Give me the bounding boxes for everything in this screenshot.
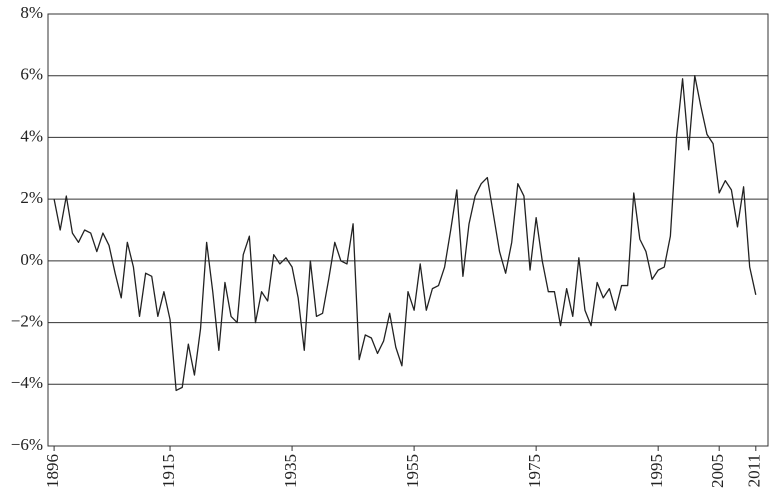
y-tick-label: 0% bbox=[20, 250, 43, 269]
x-tick-label: 2005 bbox=[708, 454, 727, 488]
x-tick-label: 1915 bbox=[159, 454, 178, 488]
x-tick-label: 1935 bbox=[281, 454, 300, 488]
x-tick-label: 1896 bbox=[43, 454, 62, 488]
y-tick-label: −4% bbox=[11, 373, 43, 392]
x-tick-label: 1975 bbox=[525, 454, 544, 488]
y-tick-label: 2% bbox=[20, 188, 43, 207]
plot-frame bbox=[47, 13, 769, 447]
y-tick-label: 4% bbox=[20, 126, 43, 145]
y-tick-label: −2% bbox=[11, 311, 43, 330]
y-tick-label: 6% bbox=[20, 65, 43, 84]
x-tick-label: 2011 bbox=[745, 454, 764, 487]
data-line bbox=[53, 75, 757, 392]
y-tick-label: 8% bbox=[20, 3, 43, 22]
x-tick-label: 1995 bbox=[647, 454, 666, 488]
x-tick-label: 1955 bbox=[403, 454, 422, 488]
y-tick-label: −6% bbox=[11, 435, 43, 454]
